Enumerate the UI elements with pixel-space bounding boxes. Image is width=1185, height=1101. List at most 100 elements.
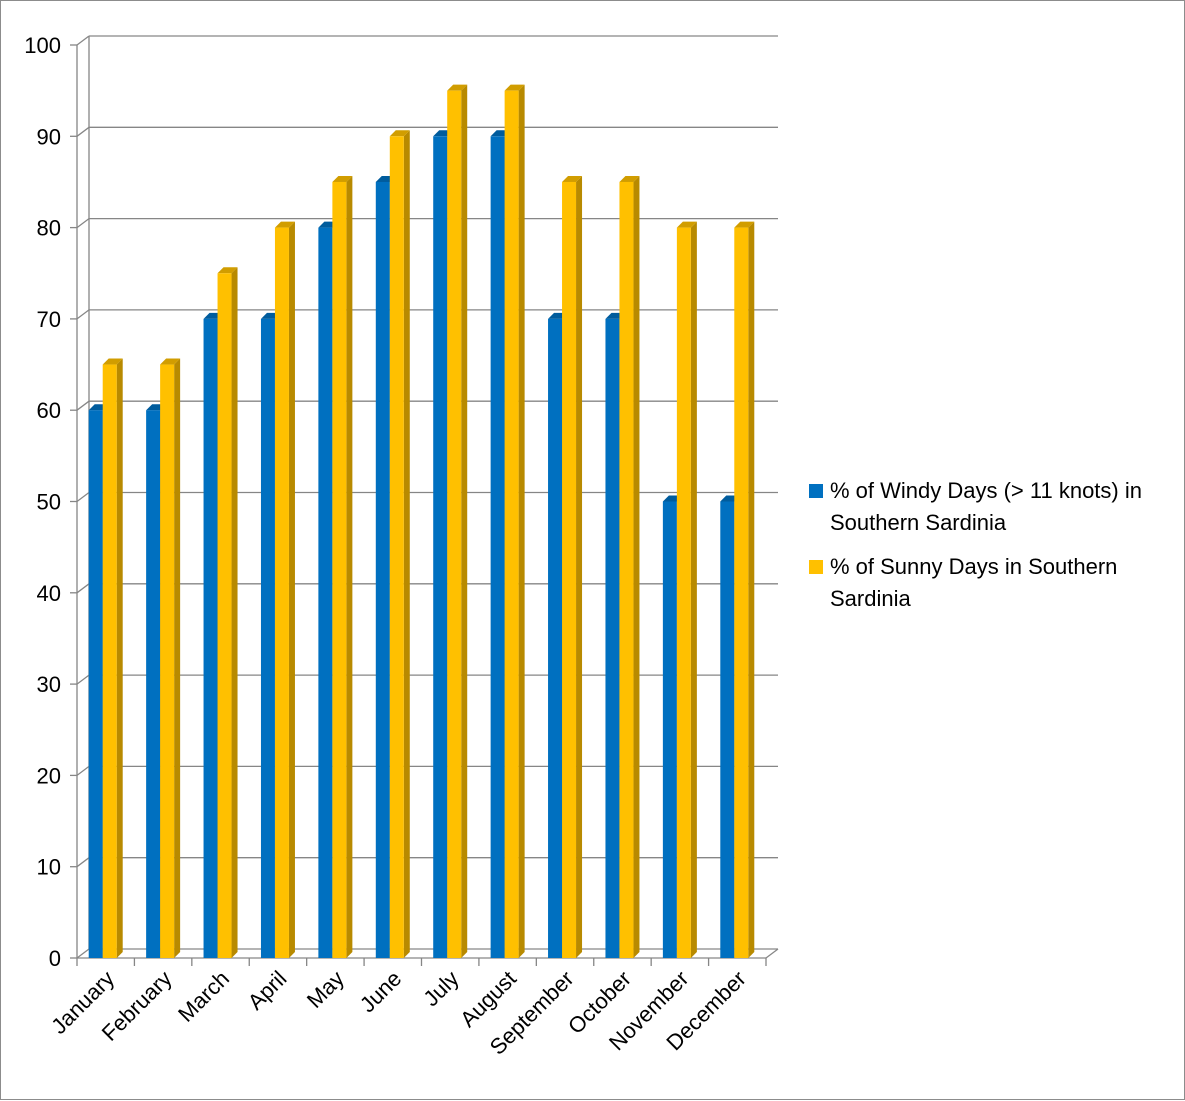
bar-top [504, 84, 525, 91]
bar-front [260, 318, 275, 958]
y-tick-label: 10 [37, 855, 61, 880]
bar-front [332, 181, 347, 958]
gridline-side [76, 583, 90, 594]
bar-side [748, 221, 755, 959]
bar-top [562, 175, 583, 182]
gridline-side [76, 218, 90, 229]
y-tick-label: 80 [37, 216, 61, 241]
bar-top [389, 130, 410, 137]
bar-top [102, 358, 123, 365]
bar-side [174, 358, 181, 958]
y-tick-label: 40 [37, 581, 61, 606]
bar-front [676, 227, 691, 959]
bar-front [548, 318, 563, 958]
y-tick-label: 0 [49, 946, 61, 971]
bar-side [288, 221, 295, 959]
x-tick-label-june: June [355, 966, 406, 1017]
bar-sunny-december [734, 221, 755, 959]
gridline-side [76, 674, 90, 685]
bar-top [447, 84, 468, 91]
bar-front [389, 136, 404, 959]
bar-front [562, 181, 577, 958]
gridline-side [76, 309, 90, 320]
bar-sunny-june [389, 130, 410, 959]
gridline-side [76, 857, 90, 868]
bar-front [720, 501, 735, 958]
gridline-side [76, 35, 90, 46]
bar-front [734, 227, 749, 959]
y-tick-labels: 0 10 20 30 40 50 60 70 80 90 100 [24, 33, 61, 971]
bar-front [146, 410, 161, 958]
legend-label-sunny: Sardinia [830, 586, 911, 611]
bar-top [734, 221, 755, 228]
bar-sunny-january [102, 358, 123, 958]
bar-top [332, 175, 353, 182]
bar-sunny-august [504, 84, 525, 958]
legend-label-sunny: % of Sunny Days in Southern [830, 554, 1117, 579]
bar-sunny-september [562, 175, 583, 958]
bar-sunny-november [676, 221, 697, 959]
bar-top [217, 267, 238, 274]
bar-front [318, 227, 333, 959]
bar-top [274, 221, 295, 228]
legend-label-windy: % of Windy Days (> 11 knots) in [830, 478, 1142, 503]
bar-sunny-march [217, 267, 238, 958]
y-tick-label: 20 [37, 763, 61, 788]
legend-swatch-windy [809, 484, 823, 498]
legend: % of Windy Days (> 11 knots) in Southern … [809, 478, 1142, 611]
bar-side [403, 130, 410, 959]
legend-swatch-sunny [809, 560, 823, 574]
bar-front [203, 318, 218, 958]
bar-front [504, 90, 519, 958]
bars [88, 84, 755, 959]
bar-top [619, 175, 640, 182]
y-tick-label: 90 [37, 124, 61, 149]
y-tick-label: 100 [24, 33, 61, 58]
bar-sunny-april [274, 221, 295, 959]
bar-front [375, 181, 390, 958]
bar-side [461, 84, 468, 958]
gridline-side [76, 400, 90, 411]
bar-side [346, 175, 353, 958]
bar-front [662, 501, 677, 958]
y-tick-label: 70 [37, 307, 61, 332]
x-tick-label-april: April [243, 966, 292, 1015]
gridline-side [76, 491, 90, 503]
y-tick-label: 30 [37, 672, 61, 697]
bar-front [88, 410, 103, 958]
bar-front [433, 136, 448, 959]
bar-front [490, 136, 505, 959]
bar-front [619, 181, 634, 958]
bar-front [274, 227, 289, 959]
bar-side [633, 175, 640, 958]
x-tick-label-march: March [173, 966, 234, 1027]
bar-front [160, 364, 175, 958]
bar-side [231, 267, 238, 958]
legend-label-windy: Southern Sardinia [830, 510, 1007, 535]
y-tick-label: 60 [37, 398, 61, 423]
bar-front [447, 90, 462, 958]
bar-sunny-may [332, 175, 353, 958]
bar-side [518, 84, 525, 958]
bar-front [102, 364, 117, 958]
bar-sunny-february [160, 358, 181, 958]
gridline-side [76, 126, 90, 137]
bar-side [116, 358, 123, 958]
gridline-side [76, 765, 90, 776]
bar-sunny-october [619, 175, 640, 958]
gridline-side [76, 948, 90, 959]
bar-side [576, 175, 583, 958]
bar-sunny-july [447, 84, 468, 958]
floor-edge [765, 948, 779, 959]
y-tick-label: 50 [37, 490, 61, 515]
bar-front [217, 273, 232, 958]
x-tick-label-may: May [302, 966, 349, 1013]
x-tick-label-july: July [418, 966, 463, 1011]
bar-top [676, 221, 697, 228]
bar-front [605, 318, 620, 958]
bar-side [690, 221, 697, 959]
bar-top [160, 358, 181, 365]
